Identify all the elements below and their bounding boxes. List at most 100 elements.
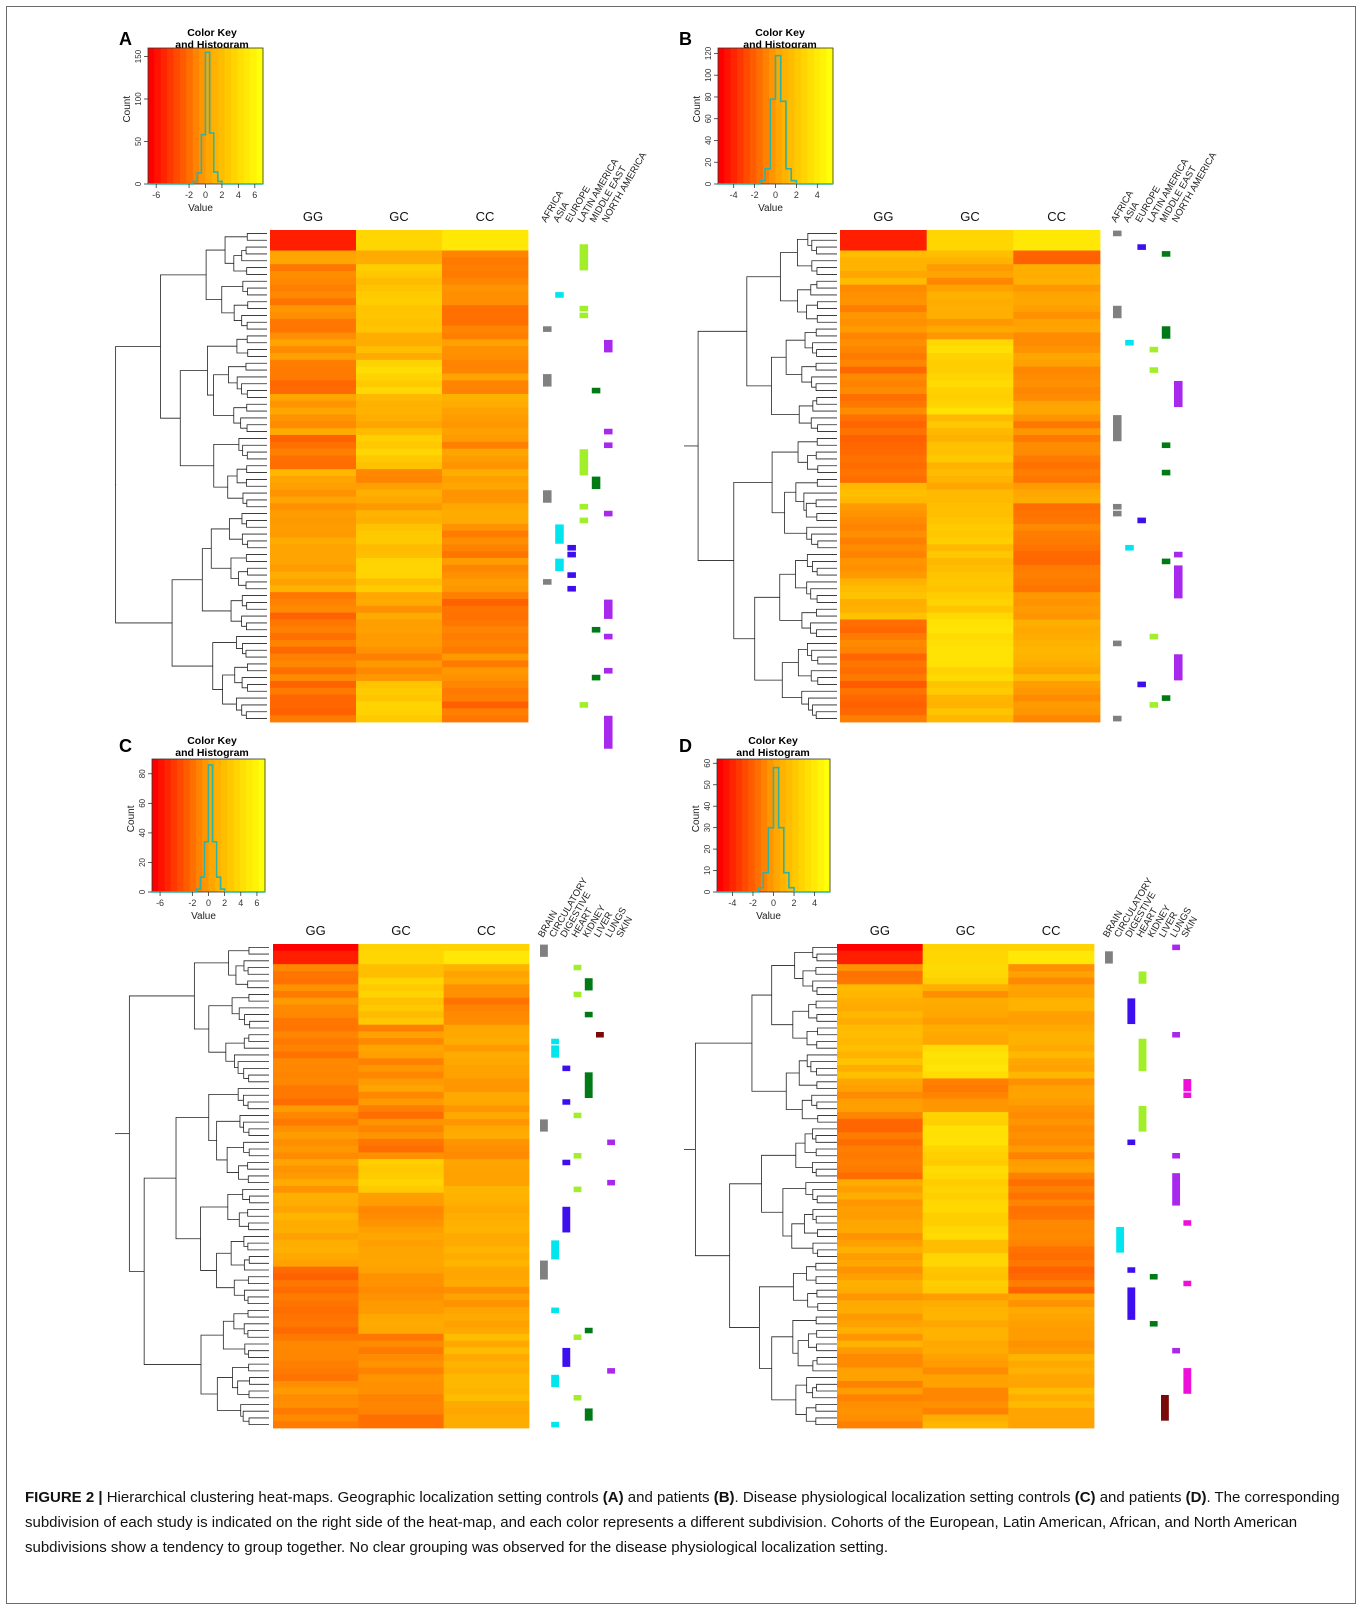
heatmap-cell — [1008, 977, 1095, 985]
dendrogram-branch — [751, 994, 787, 1092]
heatmap-cell — [840, 476, 928, 484]
heatmap-cell — [1008, 1313, 1095, 1321]
heatmap-cell — [443, 1239, 530, 1247]
heatmap-cell — [356, 674, 443, 682]
dendrogram-branch — [782, 1188, 806, 1237]
dendrogram-branch — [226, 1146, 244, 1173]
color-key-stripe — [154, 48, 162, 184]
annotation-marker — [1138, 1105, 1147, 1132]
x-tick-label: 2 — [222, 898, 227, 908]
dendrogram-branch — [228, 518, 243, 540]
heatmap-cell — [1008, 1407, 1095, 1415]
heatmap-cell — [356, 612, 443, 620]
heatmap-cell — [442, 633, 529, 641]
dendrogram-branch — [817, 1303, 837, 1311]
heatmap-cell — [840, 332, 928, 340]
heatmap-cell — [1008, 1078, 1095, 1086]
caption-body: Hierarchical clustering heat-maps. Geogr… — [25, 1489, 1340, 1556]
heatmap-cell — [442, 271, 529, 279]
dendrogram-branch — [817, 465, 837, 473]
heatmap-cell — [270, 599, 357, 607]
heatmap-cell — [922, 1401, 1009, 1409]
x-tick-label: -6 — [152, 190, 160, 200]
heatmap-cell — [1013, 469, 1101, 477]
dendrogram-branch — [249, 1195, 269, 1204]
heatmap-cell — [273, 1152, 359, 1160]
annotation-marker — [1174, 565, 1183, 599]
dendrogram-branch — [816, 513, 837, 521]
heatmap-cell — [840, 619, 928, 627]
heatmap-cell — [442, 646, 529, 655]
heatmap-cell — [1008, 1165, 1095, 1173]
heatmap-cell — [270, 551, 357, 559]
dendrogram-branch — [247, 1296, 269, 1305]
color-key-stripe — [183, 759, 191, 892]
annotation-marker — [579, 503, 589, 510]
heatmap-cell — [926, 503, 1014, 511]
heatmap-cell — [443, 1017, 530, 1026]
heatmap-cell — [1008, 1138, 1095, 1147]
heatmap-cell — [1013, 530, 1101, 538]
dendrogram-branch — [246, 602, 267, 610]
dendrogram-branch — [247, 349, 267, 357]
dendrogram-branch — [781, 662, 802, 699]
heatmap-cell — [926, 298, 1014, 306]
heatmap-cell — [1008, 964, 1095, 972]
heatmap-cell — [270, 312, 357, 320]
color-key-stripe — [152, 759, 159, 892]
heatmap-cell — [356, 448, 443, 456]
heatmap-cell — [1008, 957, 1095, 965]
heatmap-cell — [837, 970, 924, 979]
heatmap-cell — [926, 558, 1014, 566]
heatmap-cell — [922, 1145, 1009, 1153]
dendrogram-branch — [213, 443, 239, 488]
annotation-marker — [551, 1240, 560, 1260]
heatmap-cell — [837, 1233, 924, 1241]
dendrogram-branch — [816, 1101, 837, 1110]
color-key-stripe — [767, 759, 774, 892]
heatmap-cell — [270, 517, 357, 525]
heatmap-cell — [922, 1239, 1009, 1247]
heatmap-cell — [443, 1387, 530, 1395]
dendrogram-branch — [816, 1383, 837, 1392]
heatmap-cell — [270, 394, 357, 402]
heatmap-cell — [358, 1118, 445, 1126]
dendrogram-branch — [807, 1293, 818, 1308]
heatmap-cell — [837, 1259, 924, 1268]
heatmap-cell — [273, 1098, 359, 1106]
x-tick-label: -2 — [185, 190, 193, 200]
heatmap-cell — [273, 1266, 359, 1274]
color-key-stripe — [748, 759, 756, 892]
color-key-stripe — [737, 48, 745, 184]
heatmap-cell — [358, 1360, 445, 1368]
dendrogram-branch — [771, 356, 800, 415]
annotation-marker — [562, 1206, 571, 1233]
heatmap-cell — [443, 1360, 530, 1368]
heatmap-cell — [922, 1421, 1009, 1429]
column-label: GG — [303, 209, 323, 224]
panel-letter: B — [679, 29, 692, 49]
heatmap-cell — [840, 653, 928, 661]
heatmap-cell — [840, 523, 928, 532]
dendrogram-branch — [812, 946, 837, 958]
heatmap-cell — [270, 435, 357, 443]
dendrogram-branch — [233, 407, 247, 424]
dendrogram-branch — [221, 285, 243, 314]
heatmap-cell — [356, 496, 443, 504]
dendrogram-branch — [248, 1034, 269, 1042]
heatmap-cell — [442, 353, 529, 361]
annotation-marker — [1172, 1347, 1181, 1354]
heatmap-cell — [443, 1199, 530, 1207]
heatmap-cell — [837, 1078, 924, 1086]
heatmap-cell — [922, 1414, 1009, 1422]
color-key-stripe — [192, 48, 200, 184]
annotation-marker — [551, 1038, 560, 1045]
dendrogram-branch — [806, 581, 837, 595]
heatmap-cell — [922, 1219, 1009, 1227]
heatmap-cell — [270, 496, 357, 504]
heatmap-cell — [443, 1273, 530, 1281]
dendrogram-branch — [238, 1007, 269, 1021]
color-key-stripe — [221, 759, 228, 892]
color-key-stripe — [788, 48, 796, 184]
